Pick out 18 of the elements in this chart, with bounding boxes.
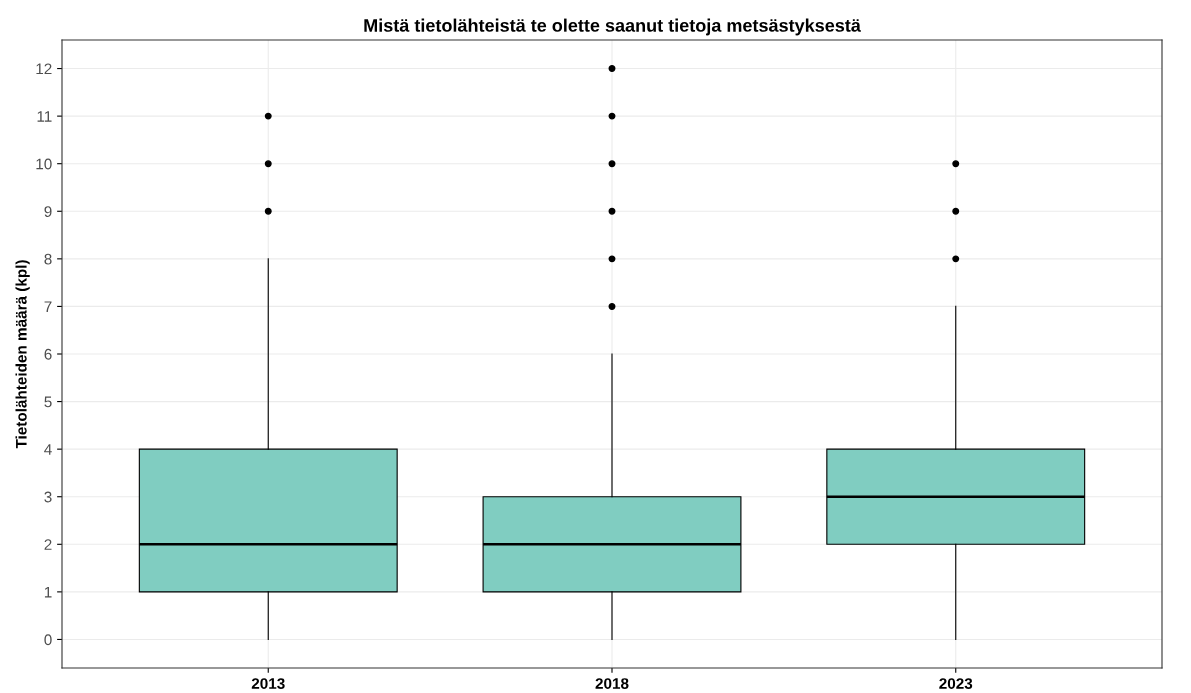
y-tick-label: 2 <box>44 539 52 550</box>
y-tick-label: 12 <box>36 63 52 75</box>
x-tick-label: 2018 <box>595 678 629 689</box>
x-tick-label: 2023 <box>939 678 973 689</box>
y-tick-label: 6 <box>44 348 52 360</box>
y-tick-label: 8 <box>44 253 52 265</box>
y-tick-label: 4 <box>44 444 52 455</box>
y-axis-title: Tietolähteiden määrä (kpl) <box>15 260 30 449</box>
y-tick-label: 7 <box>44 301 52 312</box>
y-tick-label: 0 <box>44 634 52 646</box>
y-tick-label: 11 <box>37 111 52 122</box>
chart-title: Mistä tietolähteistä te olette saanut tietoja metsästyksestä <box>364 18 861 36</box>
y-tick-label: 3 <box>44 491 52 503</box>
x-tick-label: 2013 <box>251 678 285 689</box>
y-tick-label: 5 <box>44 396 52 408</box>
y-tick-label: 1 <box>44 586 52 598</box>
y-tick-label: 10 <box>36 158 52 170</box>
y-tick-label: 9 <box>44 206 52 217</box>
